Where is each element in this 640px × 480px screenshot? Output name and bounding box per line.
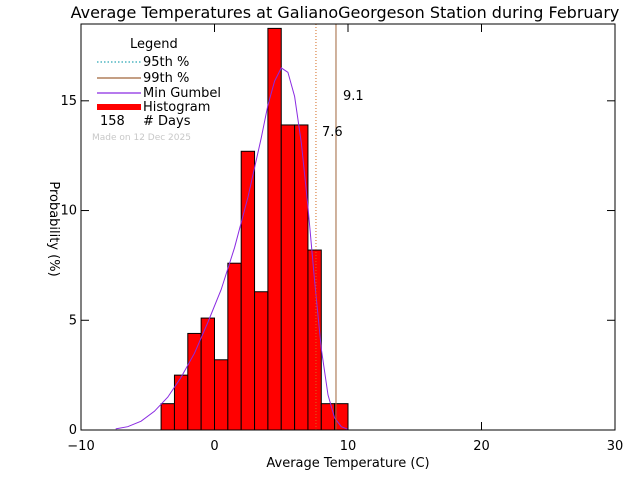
percentile-99-label: 9.1 [343, 89, 364, 104]
made-on-note: Made on 12 Dec 2025 [92, 133, 191, 143]
x-tick-label: 30 [607, 439, 624, 454]
percentile-95-label: 7.6 [322, 125, 343, 140]
legend-days-label: # Days [143, 114, 191, 129]
legend-title: Legend [130, 37, 178, 52]
legend-label-gumbel: Min Gumbel [143, 86, 221, 101]
legend-label-histogram: Histogram [143, 100, 210, 115]
chart-title: Average Temperatures at GalianoGeorgeson… [71, 3, 620, 22]
legend: Legend 95th % 99th % Min Gumbel Histogra… [92, 37, 221, 143]
percentile-lines [315, 24, 337, 430]
histogram-bar [240, 150, 256, 431]
histogram-bar [320, 403, 336, 431]
x-tick-label: 0 [210, 439, 218, 454]
legend-swatch-histogram [97, 104, 141, 110]
histogram-bar [227, 262, 242, 431]
legend-label-99th: 99th % [143, 71, 189, 86]
x-axis: −10 0 10 20 30 [67, 24, 623, 454]
gumbel-curve-layer [115, 67, 349, 430]
y-tick-label: 15 [60, 94, 77, 109]
histogram-bar [187, 332, 202, 431]
x-tick-label: 20 [473, 439, 490, 454]
legend-label-95th: 95th % [143, 55, 189, 70]
gumbel-curve [115, 67, 349, 430]
histogram-bar [214, 359, 229, 431]
histogram-bar [160, 403, 175, 431]
y-axis: 0 5 10 15 [60, 94, 615, 438]
histogram-bar [200, 317, 215, 431]
histogram-bar [280, 124, 296, 431]
x-axis-label: Average Temperature (C) [266, 456, 429, 471]
histogram-bar [254, 291, 269, 431]
y-tick-label: 0 [69, 423, 77, 438]
x-tick-label: −10 [67, 439, 94, 454]
histogram-bars [160, 27, 349, 431]
histogram-bar [294, 124, 309, 431]
x-tick-label: 10 [340, 439, 357, 454]
legend-days-count: 158 [100, 114, 125, 129]
histogram-bar [267, 27, 282, 431]
y-axis-label: Probability (%) [46, 181, 61, 276]
y-tick-label: 10 [60, 204, 77, 219]
y-tick-label: 5 [69, 313, 77, 328]
